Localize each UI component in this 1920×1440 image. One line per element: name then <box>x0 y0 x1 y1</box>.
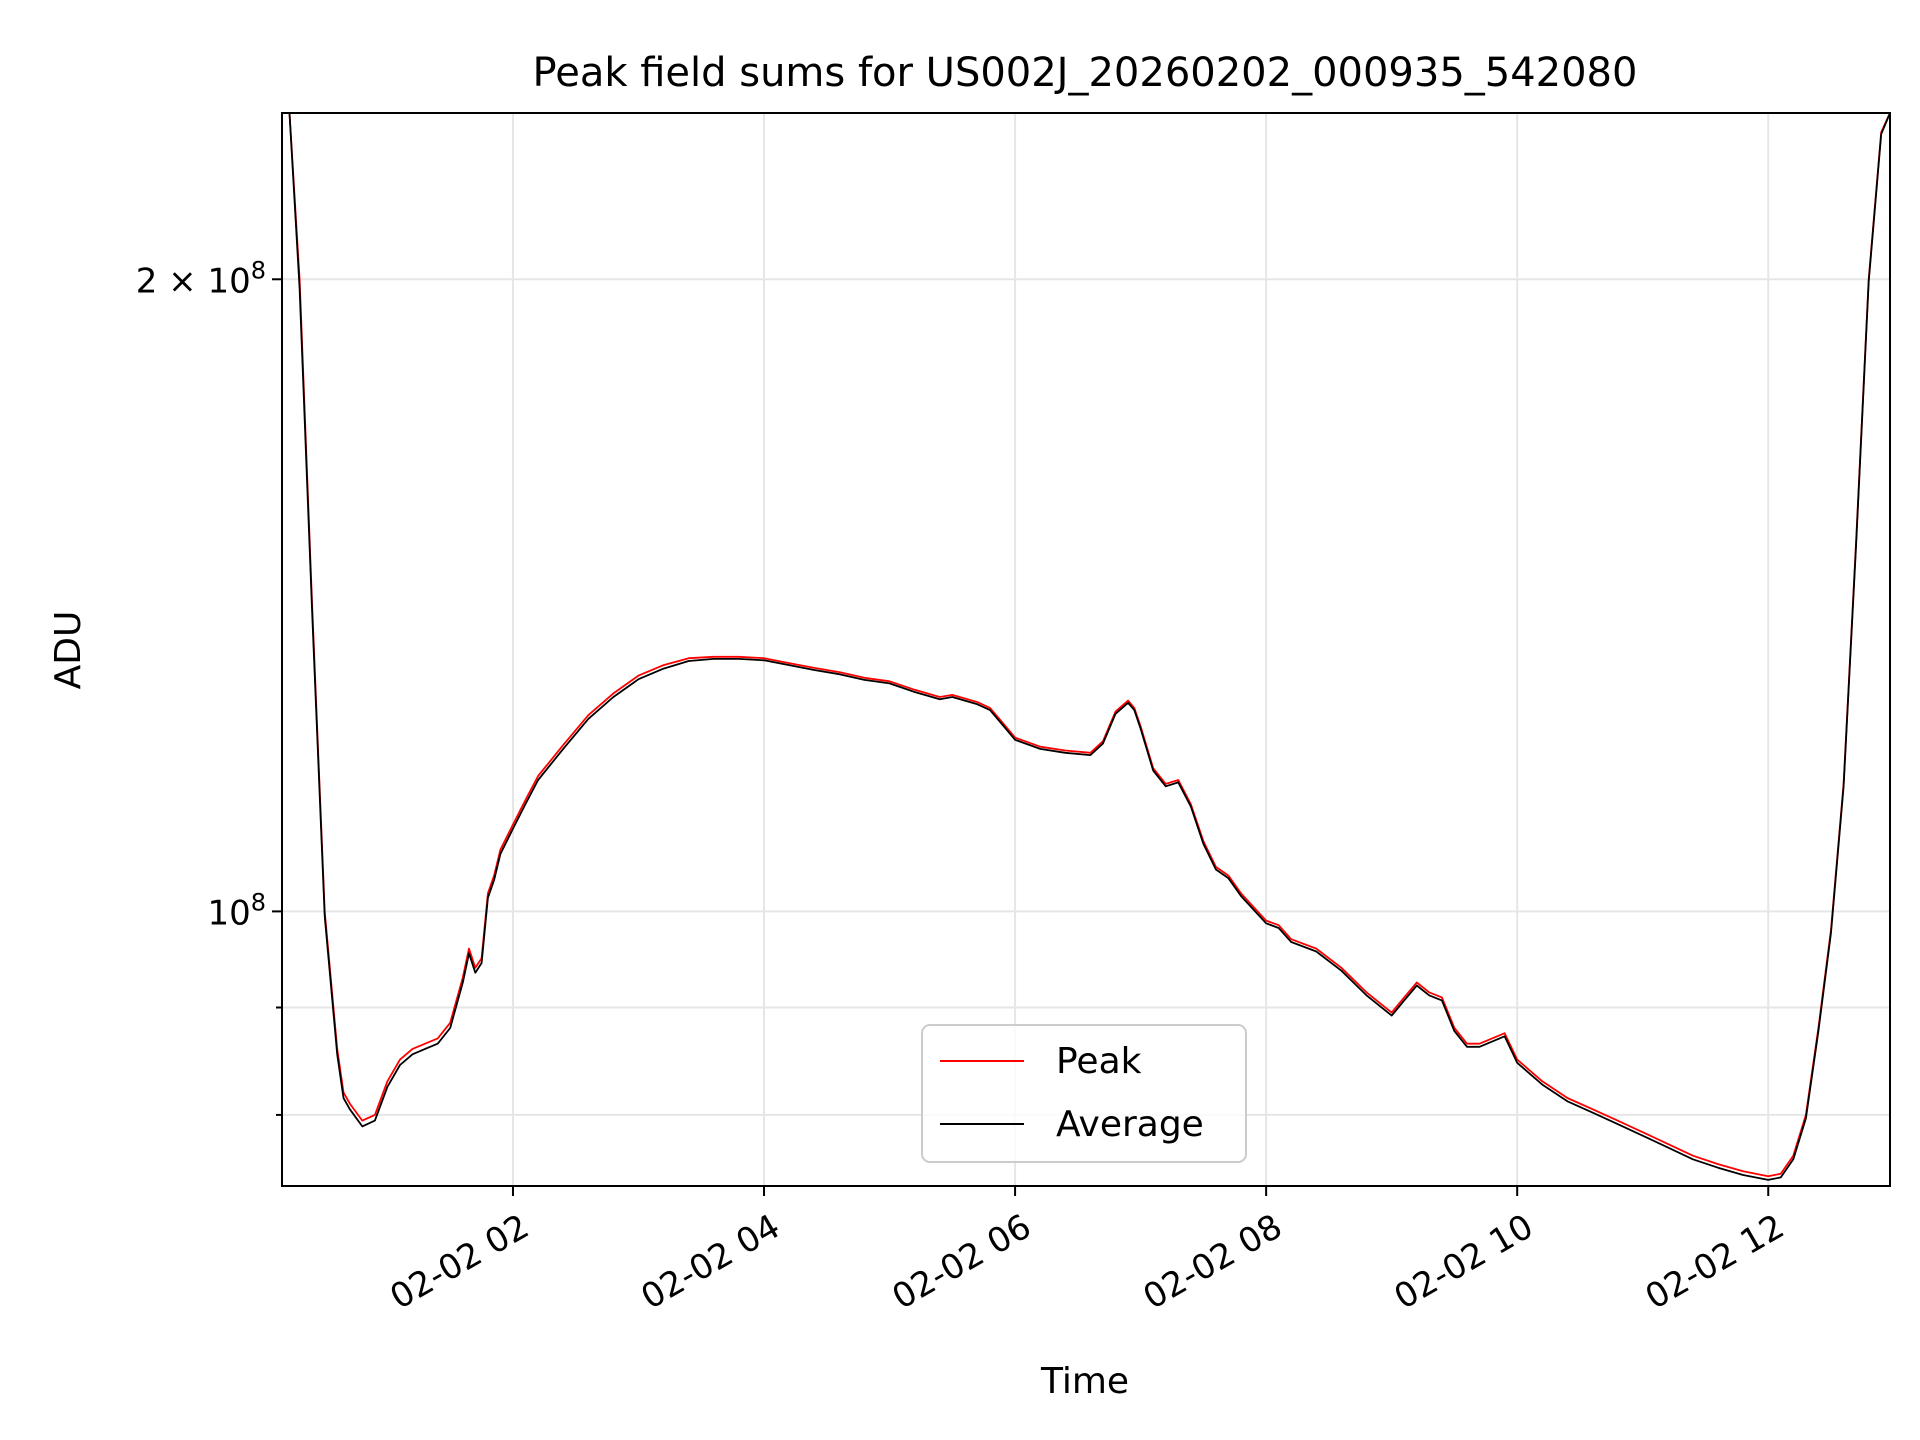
plot-frame <box>281 112 1891 1187</box>
y-axis-label: ADU <box>48 611 89 690</box>
x-tick-label: 02-02 10 <box>1388 1207 1540 1318</box>
series-line-average <box>288 113 1890 1181</box>
y-tick-label: 108 <box>207 888 266 933</box>
legend-label-average: Average <box>1056 1104 1204 1145</box>
y-tick-label: 2 × 108 <box>136 256 266 301</box>
legend: Peak Average <box>921 1024 1247 1163</box>
series-layer <box>288 113 1890 1181</box>
x-tick-label: 02-02 04 <box>635 1207 787 1318</box>
x-tick-label: 02-02 08 <box>1137 1207 1289 1318</box>
x-axis-label: Time <box>1040 1361 1129 1402</box>
chart-title: Peak field sums for US002J_20260202_0009… <box>533 50 1638 96</box>
legend-label-peak: Peak <box>1056 1041 1142 1082</box>
legend-box <box>921 1024 1247 1163</box>
x-tick-label: 02-02 02 <box>383 1207 535 1318</box>
x-tick-label: 02-02 06 <box>886 1207 1038 1318</box>
series-line-peak <box>288 113 1890 1178</box>
x-tick-label: 02-02 12 <box>1639 1207 1791 1318</box>
